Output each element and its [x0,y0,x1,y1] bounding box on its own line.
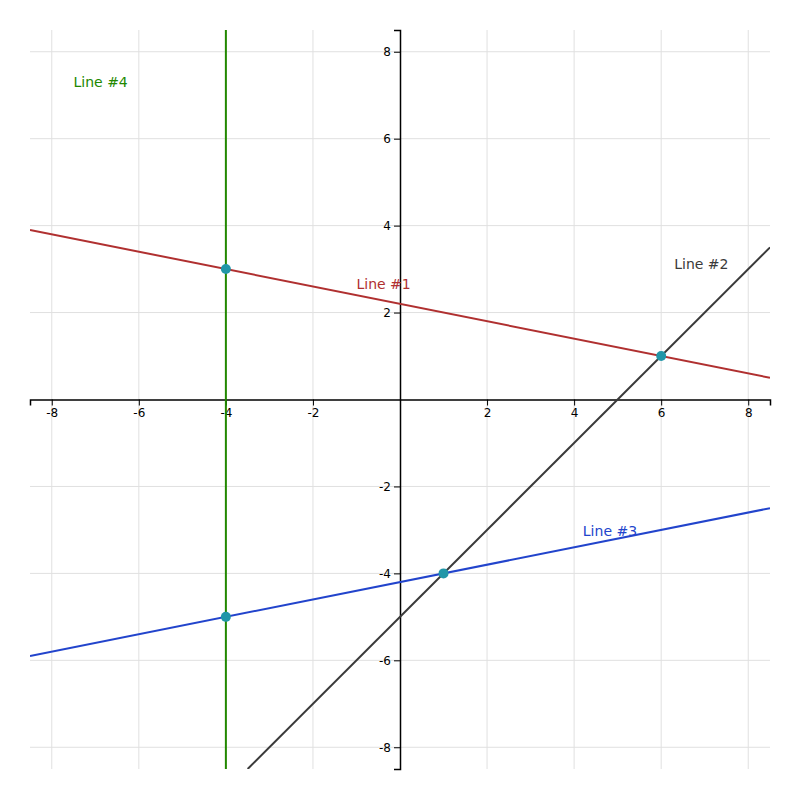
marks [30,30,770,769]
tick: 2 [484,400,492,421]
tick: 8 [745,400,753,421]
tick: 6 [383,132,400,146]
line [225,30,227,769]
tick: -2 [379,480,400,494]
tick: -8 [46,400,58,421]
tick-label: 8 [383,45,391,59]
annotations: Line #1 Line #2 Line #3 Line #4 [74,74,729,540]
tick-mark [394,573,400,574]
tick-mark [394,313,400,314]
tick-label: 4 [383,219,391,233]
tick-label: -8 [46,406,58,420]
tick-mark [574,400,575,406]
line-label: Line #4 [74,74,128,90]
dot [439,568,449,578]
line [248,247,770,769]
tick: -6 [133,400,145,421]
tick: -6 [379,654,400,668]
tick-label: -2 [379,480,391,494]
axis-line [394,31,401,770]
tick-mark [139,400,140,406]
tick-label: -6 [133,406,145,420]
tick: -2 [307,400,319,421]
tick-mark [748,400,749,406]
chart: -8-6-4-22468-8-6-4-22468Line #1Line #2Li… [0,0,800,799]
y-axis: -8 -6 -4 -2 2 4 6 8 [379,31,400,770]
plot: -8-6-4-22468-8-6-4-22468Line #1Line #2Li… [30,30,771,770]
line-label: Line #3 [583,523,637,539]
tick-label: 2 [383,306,391,320]
tick-mark [394,52,400,53]
tick-mark [394,747,400,748]
tick-label: 2 [484,406,492,420]
tick-label: -2 [307,406,319,420]
tick-mark [487,400,488,406]
tick: 6 [658,400,666,421]
tick-mark [394,486,400,487]
tick: 4 [571,400,579,421]
tick-label: -6 [379,654,391,668]
tick: 2 [383,306,400,320]
tick-mark [661,400,662,406]
tick: -8 [379,741,400,755]
tick-label: 8 [745,406,753,420]
tick: 4 [383,219,400,233]
tick-mark [394,226,400,227]
tick: 8 [383,45,400,59]
line-label: Line #1 [356,276,410,292]
tick-label: 4 [571,406,579,420]
tick-mark [52,400,53,406]
line [30,230,770,378]
grid [30,30,770,769]
tick-mark [313,400,314,406]
tick-label: -8 [379,741,391,755]
line-label: Line #2 [674,256,728,272]
line [30,508,770,656]
tick-mark [394,660,400,661]
grid-line-x [225,30,226,769]
tick-label: -4 [379,567,391,581]
tick-label: 6 [383,132,391,146]
dot [221,264,231,274]
dot [656,351,666,361]
tick-label: 6 [658,406,666,420]
dot [221,612,231,622]
tick-mark [394,139,400,140]
tick: -4 [379,567,400,581]
